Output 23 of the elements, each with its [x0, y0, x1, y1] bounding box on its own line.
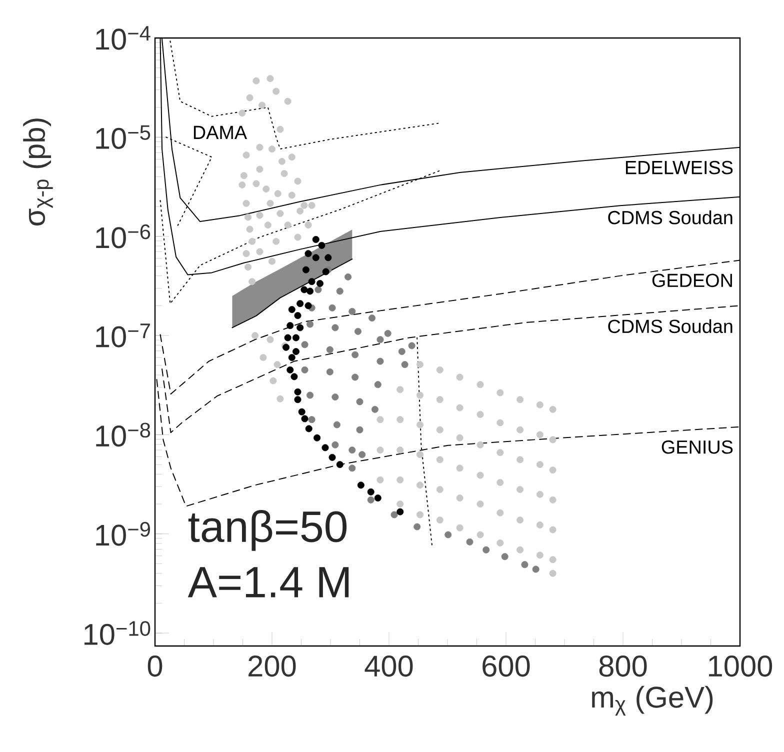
annotation: tanβ=50	[188, 510, 347, 551]
y-tick-label: 10$^{−10}$	[84, 621, 150, 645]
y-tick-label: 10$^{−6}$	[96, 224, 150, 248]
y-tick-label: 10$^{−8}$	[96, 422, 150, 447]
y-tick-label: 10$^{−5}$	[96, 125, 150, 150]
x-tick-label: 400	[364, 656, 413, 677]
x-tick-label: 600	[482, 656, 530, 677]
y-tick-label: 10$^{−9}$	[96, 522, 150, 546]
x-tick-label: 200	[248, 656, 296, 677]
series-label: CDMS Soudan	[608, 319, 732, 334]
y-tick-label: 10$^{−7}$	[96, 324, 150, 348]
x-tick-label: 800	[599, 656, 647, 677]
x-tick-label: 0	[148, 656, 162, 677]
series-label: CDMS Soudan	[608, 210, 732, 224]
series-label: GENIUS	[662, 440, 733, 454]
series-label: EDELWEISS	[626, 160, 733, 174]
annotation: A=1.4 M	[188, 567, 349, 598]
series-label: DAMA	[194, 126, 248, 139]
y-tick-label: 10$^{−4}$	[96, 26, 150, 50]
y-axis-title: σ$_{χ-p}$ (pb)	[23, 118, 53, 226]
x-tick-label: 1000	[709, 656, 772, 677]
series-label: GEDEON	[652, 274, 732, 288]
x-axis-title: m$_{χ}$ (GeV)	[592, 686, 713, 716]
